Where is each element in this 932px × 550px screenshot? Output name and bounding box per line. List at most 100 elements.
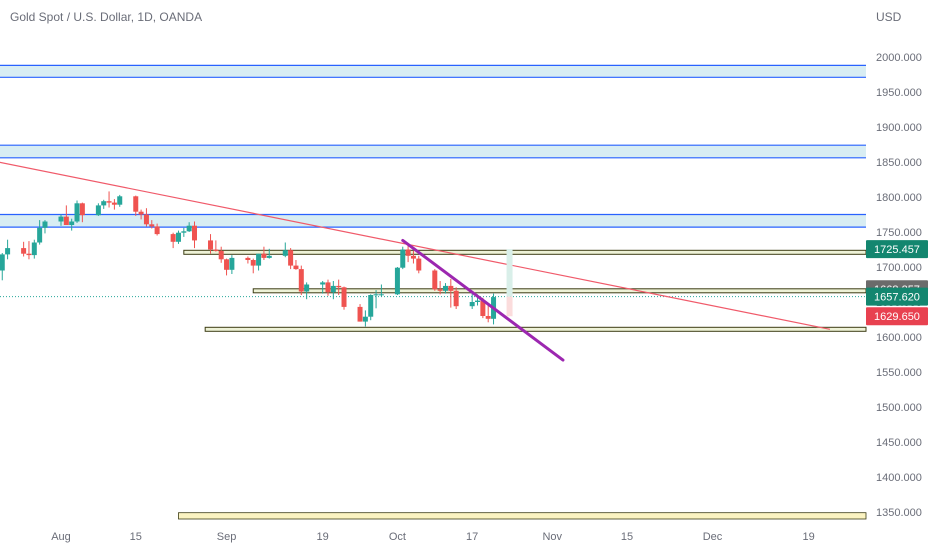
candle-body bbox=[143, 214, 149, 225]
candle-body bbox=[298, 269, 304, 292]
candle-body bbox=[79, 203, 85, 216]
price-label-bg bbox=[866, 307, 928, 326]
candle bbox=[405, 245, 411, 263]
candle-body bbox=[0, 254, 5, 271]
level-line bbox=[204, 326, 867, 332]
candle bbox=[336, 279, 342, 295]
y-tick-label: 1400.000 bbox=[876, 472, 922, 484]
candle-body bbox=[154, 226, 160, 235]
axis-layer: 2000.000 1950.000 1900.000 1850.000 1800.000… bbox=[51, 52, 928, 543]
candle bbox=[213, 240, 219, 252]
candle-body bbox=[373, 294, 379, 296]
candle bbox=[282, 242, 288, 258]
candle bbox=[261, 246, 267, 260]
lines-layer bbox=[0, 161, 866, 330]
y-tick-label: 1750.000 bbox=[876, 227, 922, 239]
resistance-zone bbox=[0, 214, 866, 228]
candle-body bbox=[410, 255, 416, 259]
candle-body bbox=[218, 250, 224, 260]
candle bbox=[373, 290, 379, 309]
candle-body bbox=[325, 282, 331, 293]
support-zone bbox=[178, 512, 867, 520]
forecast-bar bbox=[506, 249, 513, 297]
candle bbox=[442, 283, 448, 294]
candle bbox=[341, 286, 347, 310]
candle-body bbox=[21, 248, 27, 254]
resistance-zone bbox=[0, 145, 866, 158]
candle bbox=[37, 220, 43, 245]
candle-body bbox=[192, 225, 197, 241]
overlay-layer bbox=[401, 238, 565, 362]
candle-body bbox=[95, 205, 101, 216]
candle bbox=[42, 220, 48, 234]
candle bbox=[330, 281, 336, 300]
candle-body bbox=[453, 290, 459, 307]
x-tick-label: Nov bbox=[542, 531, 562, 543]
candle bbox=[175, 230, 181, 244]
candle bbox=[101, 199, 107, 209]
candle bbox=[362, 310, 368, 327]
candle bbox=[304, 282, 310, 300]
candle-body bbox=[341, 287, 347, 307]
candle bbox=[357, 304, 363, 322]
price-label-bg bbox=[866, 240, 928, 259]
y-tick-label: 1800.000 bbox=[876, 192, 922, 204]
candle-body bbox=[208, 240, 214, 250]
candle bbox=[26, 241, 32, 260]
candle bbox=[453, 287, 459, 309]
x-tick-label: Sep bbox=[217, 531, 237, 543]
candles-layer bbox=[0, 191, 497, 327]
candle-body bbox=[405, 249, 411, 256]
candle-body bbox=[181, 231, 187, 233]
candle bbox=[368, 294, 374, 321]
candle bbox=[106, 191, 112, 208]
candle bbox=[143, 208, 149, 227]
candle-body bbox=[469, 302, 475, 307]
candle bbox=[448, 278, 454, 308]
candle bbox=[320, 281, 326, 294]
candle bbox=[138, 209, 144, 220]
candle bbox=[0, 253, 5, 281]
candle-body bbox=[170, 234, 176, 242]
candle bbox=[469, 291, 475, 309]
candle bbox=[256, 253, 262, 271]
candle-body bbox=[224, 259, 230, 270]
candle bbox=[117, 194, 123, 207]
y-tick-label: 1900.000 bbox=[876, 122, 922, 134]
candle bbox=[186, 222, 192, 232]
candle bbox=[416, 255, 422, 274]
y-tick-label: 2000.000 bbox=[876, 52, 922, 64]
candle-body bbox=[442, 285, 448, 291]
candle-body bbox=[416, 258, 422, 271]
candle bbox=[432, 269, 438, 291]
candle bbox=[218, 246, 224, 263]
candle bbox=[5, 239, 11, 260]
candle bbox=[325, 279, 331, 296]
candle-body bbox=[288, 250, 294, 266]
chart-title: Gold Spot / U.S. Dollar, 1D, OANDA bbox=[10, 10, 203, 24]
candle-body bbox=[42, 221, 48, 228]
candle bbox=[250, 258, 256, 274]
candle-body bbox=[58, 216, 64, 222]
candle bbox=[63, 205, 69, 225]
forecast-bar bbox=[506, 296, 513, 317]
candle-body bbox=[357, 306, 363, 322]
candle bbox=[95, 203, 101, 216]
x-tick-label: Aug bbox=[51, 531, 71, 543]
candle-body bbox=[293, 265, 299, 270]
candle-body bbox=[133, 196, 139, 212]
candle bbox=[266, 248, 272, 259]
y-tick-label: 1350.000 bbox=[876, 507, 922, 519]
candle-body bbox=[475, 300, 481, 302]
candle-body bbox=[213, 249, 219, 251]
x-tick-label: 19 bbox=[802, 531, 814, 543]
candle-body bbox=[37, 227, 43, 243]
candle-body bbox=[378, 294, 384, 296]
candle bbox=[192, 221, 197, 249]
candle-body bbox=[448, 285, 454, 291]
candle bbox=[74, 200, 80, 223]
currency-label: USD bbox=[876, 10, 902, 24]
price-label: 1657.620 bbox=[874, 292, 920, 304]
y-tick-label: 1850.000 bbox=[876, 157, 922, 169]
